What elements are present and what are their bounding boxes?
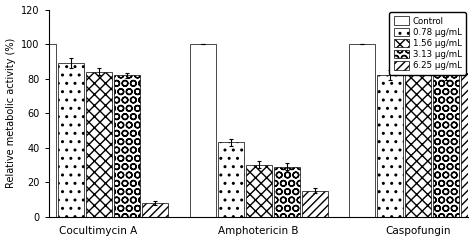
Bar bbox=[349, 44, 375, 217]
Bar bbox=[114, 75, 140, 217]
Bar bbox=[86, 72, 111, 217]
Bar bbox=[273, 167, 300, 217]
Bar bbox=[190, 44, 216, 217]
Bar bbox=[142, 203, 168, 217]
Bar bbox=[218, 143, 244, 217]
Bar bbox=[405, 72, 431, 217]
Bar bbox=[462, 73, 474, 217]
Bar bbox=[58, 63, 83, 217]
Legend: Control, 0.78 μg/mL, 1.56 μg/mL, 3.13 μg/mL, 6.25 μg/mL: Control, 0.78 μg/mL, 1.56 μg/mL, 3.13 μg… bbox=[390, 12, 466, 75]
Bar bbox=[30, 44, 55, 217]
Bar bbox=[377, 75, 403, 217]
Bar bbox=[433, 75, 459, 217]
Bar bbox=[301, 191, 328, 217]
Bar bbox=[246, 165, 272, 217]
Y-axis label: Relative metabolic activity (%): Relative metabolic activity (%) bbox=[6, 38, 16, 188]
